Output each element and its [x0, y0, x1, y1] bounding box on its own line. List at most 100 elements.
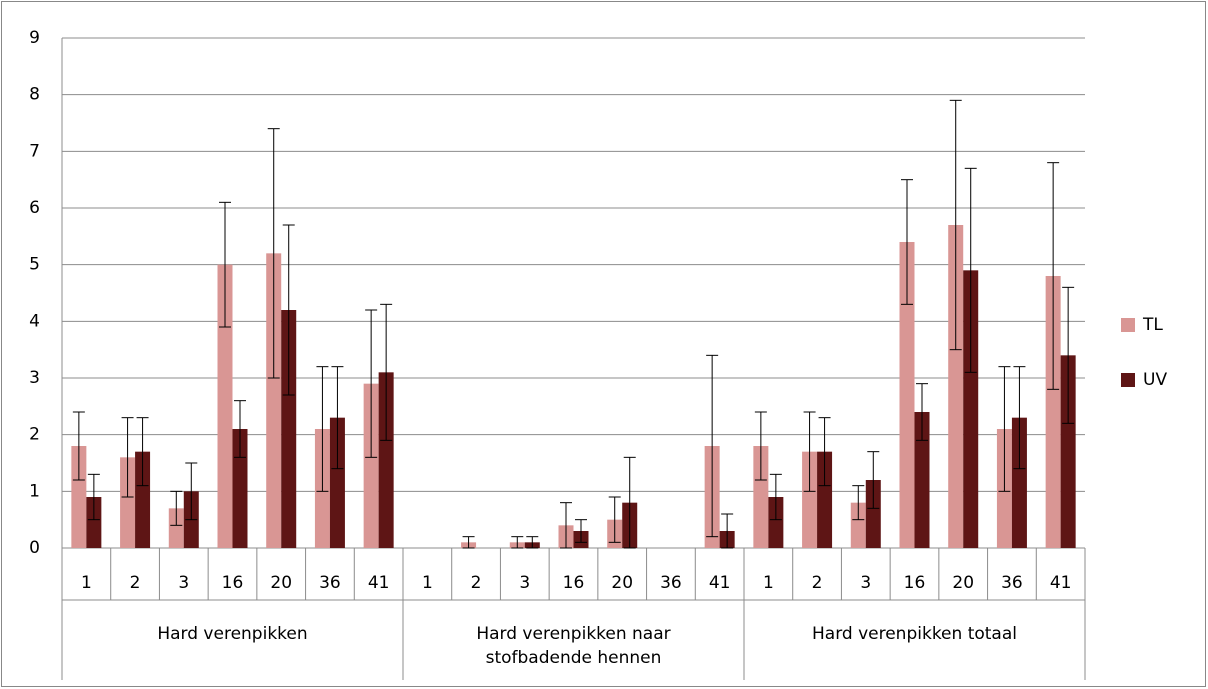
- error-bar: [185, 462, 198, 521]
- bar: [850, 502, 866, 548]
- x-tick-label: 3: [519, 573, 530, 593]
- legend-label: UV: [1143, 370, 1167, 390]
- y-tick-label: 0: [29, 538, 40, 558]
- error-bar: [949, 99, 962, 351]
- y-tick-label: 6: [29, 198, 40, 218]
- y-tick-label: 5: [29, 255, 40, 275]
- x-tick-label: 41: [1050, 573, 1072, 593]
- error-bar: [964, 167, 977, 373]
- x-tick-label: 20: [952, 573, 974, 593]
- bar: [1045, 276, 1061, 548]
- legend-swatch: [1121, 373, 1135, 387]
- bar: [329, 417, 345, 548]
- error-bar: [1062, 286, 1075, 424]
- error-bar: [818, 417, 831, 487]
- error-bar: [380, 303, 393, 441]
- error-bar: [331, 366, 344, 470]
- error-bar: [511, 536, 524, 549]
- bar: [1011, 417, 1027, 548]
- error-bar: [72, 411, 85, 481]
- y-tick-label: 1: [29, 481, 40, 501]
- group-label: Hard verenpikken naar stofbadende hennen: [476, 624, 671, 668]
- bar: [817, 451, 833, 548]
- bar: [120, 457, 136, 548]
- x-tick-label: 1: [763, 573, 774, 593]
- error-bar: [526, 536, 539, 549]
- x-tick-label: 36: [1001, 573, 1023, 593]
- x-tick-label: 20: [611, 573, 633, 593]
- error-bar: [234, 400, 246, 458]
- error-bar: [998, 366, 1011, 492]
- x-tick-label: 16: [563, 573, 585, 593]
- x-tick-label: 41: [368, 573, 390, 593]
- bar: [217, 264, 233, 548]
- legend-label: TL: [1142, 315, 1163, 335]
- x-tick-label: 41: [709, 573, 731, 593]
- bar: [753, 446, 769, 548]
- error-bar: [316, 366, 329, 492]
- error-bar: [706, 354, 719, 538]
- error-bar: [170, 490, 183, 526]
- bar: [768, 497, 784, 548]
- x-tick-label: 2: [130, 573, 141, 593]
- error-bar: [901, 179, 913, 305]
- error-bar: [219, 201, 231, 328]
- x-tick-label: 1: [422, 573, 433, 593]
- bar: [1060, 355, 1076, 548]
- bar: [168, 508, 184, 548]
- error-bar: [623, 456, 636, 549]
- error-bar: [136, 417, 149, 487]
- error-bar: [1047, 162, 1060, 390]
- bar: [802, 451, 818, 548]
- x-tick-label: 20: [270, 573, 292, 593]
- bar: [378, 372, 394, 548]
- x-tick-label: 36: [660, 573, 682, 593]
- error-bar: [867, 451, 880, 509]
- x-tick-label: 36: [319, 573, 341, 593]
- x-tick-label: 2: [812, 573, 823, 593]
- error-bar: [916, 383, 928, 441]
- bar: [865, 480, 881, 548]
- bar: [71, 446, 87, 548]
- x-tick-label: 3: [178, 573, 189, 593]
- error-bar: [575, 519, 587, 543]
- x-tick-label: 3: [860, 573, 871, 593]
- bar: [963, 270, 979, 548]
- x-tick-label: 16: [904, 573, 926, 593]
- error-bar: [608, 496, 621, 543]
- bar: [948, 225, 964, 548]
- error-bar: [121, 417, 134, 498]
- error-bar: [754, 411, 767, 481]
- y-tick-label: 4: [29, 311, 40, 331]
- y-tick-label: 3: [29, 368, 40, 388]
- x-tick-label: 2: [471, 573, 482, 593]
- group-label: Hard verenpikken totaal: [812, 624, 1017, 644]
- error-bar: [852, 485, 865, 521]
- bar: [363, 383, 379, 548]
- bar: [899, 242, 915, 548]
- error-bar: [282, 224, 295, 396]
- bar: [232, 429, 248, 548]
- error-bar: [1013, 366, 1026, 470]
- error-bar: [560, 502, 572, 549]
- y-tick-label: 9: [29, 28, 40, 48]
- group-label: Hard verenpikken: [157, 624, 308, 644]
- bar: [86, 497, 102, 548]
- error-bar: [365, 309, 378, 458]
- error-bar: [267, 128, 280, 379]
- y-tick-label: 2: [29, 425, 40, 445]
- error-bar: [87, 473, 100, 521]
- error-bar: [803, 411, 816, 492]
- error-bar: [462, 536, 475, 549]
- bar: [266, 253, 282, 549]
- x-tick-label: 16: [222, 573, 244, 593]
- error-bar: [721, 513, 734, 549]
- x-tick-label: 1: [81, 573, 92, 593]
- bar: [914, 412, 930, 548]
- bar: [281, 310, 297, 548]
- bar: [135, 451, 151, 548]
- y-tick-label: 8: [29, 85, 40, 105]
